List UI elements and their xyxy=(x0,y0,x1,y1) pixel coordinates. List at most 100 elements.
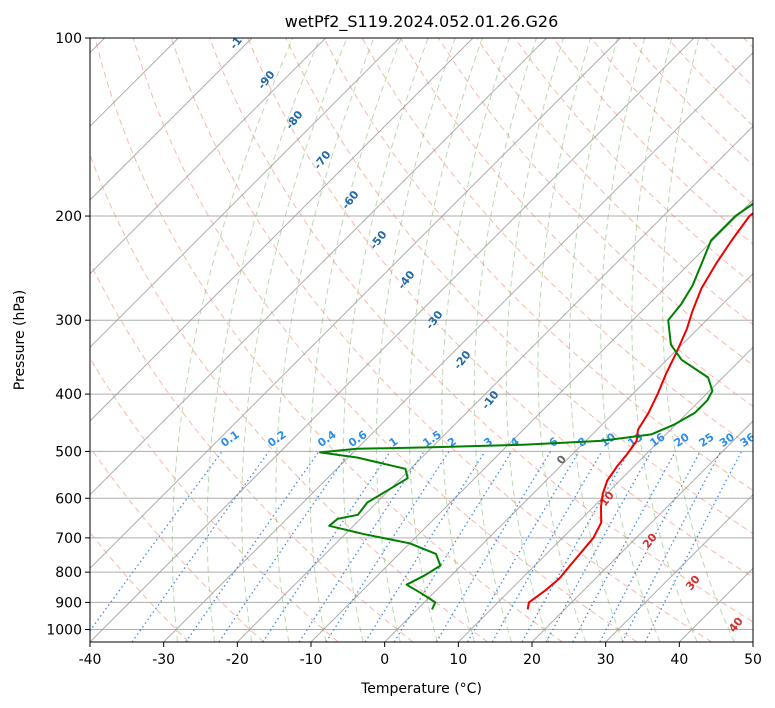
y-tick-label: 800 xyxy=(55,565,82,581)
y-tick-label: 300 xyxy=(55,313,82,329)
moist-adiabat-line xyxy=(275,38,375,642)
mixing-ratio-line xyxy=(298,451,425,642)
adiabat-label: 30 xyxy=(683,573,703,593)
dry-adiabat-line xyxy=(170,38,712,642)
dewpoint-line xyxy=(319,202,753,610)
x-tick-label: -30 xyxy=(152,652,175,668)
y-tick-label: 600 xyxy=(55,491,82,507)
plot-frame xyxy=(89,37,754,643)
y-axis-label: Pressure (hPa) xyxy=(12,290,28,390)
y-axis-ticks: 100 200 300 400 500 600 700 800 900 1000 xyxy=(46,31,90,638)
mixing-ratio-label: 25 xyxy=(696,430,716,449)
isotherm-line xyxy=(90,38,621,570)
moist-adiabat-line xyxy=(408,38,483,642)
mixing-ratio-line xyxy=(131,451,270,642)
mixing-ratio-label: 16 xyxy=(648,430,668,450)
mixing-ratio-line xyxy=(466,451,580,642)
dry-adiabat-line xyxy=(323,38,753,492)
x-tick-label: -40 xyxy=(79,652,102,668)
x-axis-label: Temperature (°C) xyxy=(360,681,482,697)
moist-adiabat-line xyxy=(309,38,402,642)
moist-adiabat-line xyxy=(473,38,537,642)
adiabat-label: -80 xyxy=(283,108,306,132)
dry-adiabat-line xyxy=(94,38,563,642)
mixing-ratio-label: 3 xyxy=(481,435,495,450)
moist-adiabat-line xyxy=(171,38,294,642)
adiabat-label: -10 xyxy=(479,388,502,412)
adiabat-label: 40 xyxy=(726,615,746,635)
dry-adiabat-line xyxy=(90,153,488,642)
y-tick-label: 1000 xyxy=(46,622,82,638)
y-tick-label: 900 xyxy=(55,595,82,611)
isotherm-line xyxy=(90,38,474,422)
dry-adiabat-line xyxy=(90,261,414,642)
isotherm-line xyxy=(90,38,253,201)
adiabat-label: -40 xyxy=(395,268,418,292)
adiabat-label: -100 xyxy=(227,22,254,52)
chart-title: wetPf2_S119.2024.052.01.26.G26 xyxy=(285,12,559,32)
y-tick-label: 500 xyxy=(55,444,82,460)
mixing-ratio-label: 4 xyxy=(508,435,522,450)
dry-adiabat-line xyxy=(476,38,753,326)
mixing-ratio-label: 0.6 xyxy=(346,428,370,450)
mixing-ratio-label: 0.4 xyxy=(315,428,339,450)
adiabat-label: 20 xyxy=(640,531,660,551)
moist-adiabat-line xyxy=(375,38,456,642)
sounding-lines xyxy=(319,202,753,610)
isotherm-line xyxy=(384,272,753,642)
isotherm-line xyxy=(90,38,400,349)
moist-adiabat-line xyxy=(241,38,348,642)
mixing-ratio-line xyxy=(393,451,513,642)
adiabat-label: 0 xyxy=(554,453,569,467)
dry-adiabat-line xyxy=(247,38,753,578)
isotherm-line xyxy=(310,199,753,642)
moist-adiabat-line xyxy=(662,38,735,642)
x-tick-label: 20 xyxy=(523,652,541,668)
mixing-ratio-line xyxy=(262,451,391,642)
isotherm-line xyxy=(752,641,753,642)
mixing-ratio-line xyxy=(218,451,351,642)
adiabat-label: -50 xyxy=(367,228,390,252)
moist-adiabat-line xyxy=(537,38,591,642)
x-tick-label: -10 xyxy=(300,652,323,668)
dry-adiabat-line xyxy=(209,38,753,623)
mixing-ratio-line xyxy=(90,451,223,632)
adiabat-label: -90 xyxy=(255,68,278,92)
moist-adiabat-line xyxy=(342,38,429,642)
dry-adiabat-line xyxy=(705,38,753,88)
isotherm-line xyxy=(90,38,695,642)
isotherm-line xyxy=(678,567,753,642)
isotherm-line xyxy=(163,51,753,642)
background-lines xyxy=(90,38,753,642)
x-tick-label: 30 xyxy=(597,652,615,668)
y-tick-label: 400 xyxy=(55,387,82,403)
x-tick-label: 0 xyxy=(380,652,389,668)
dry-adiabat-line xyxy=(90,531,190,642)
mixing-ratio-label: 30 xyxy=(717,430,737,450)
mixing-ratio-label: 13 xyxy=(625,430,645,449)
dry-adiabat-line xyxy=(90,357,339,642)
isotherm-line xyxy=(531,420,753,642)
moist-adiabat-line xyxy=(600,38,661,642)
y-tick-label: 700 xyxy=(55,531,82,547)
dry-adiabat-line xyxy=(90,446,264,642)
mixing-ratio-line xyxy=(545,451,652,642)
y-tick-label: 200 xyxy=(55,209,82,225)
adiabat-label: 10 xyxy=(597,489,617,509)
x-tick-label: 50 xyxy=(744,652,762,668)
x-tick-label: -20 xyxy=(226,652,249,668)
isotherm-line xyxy=(90,38,548,496)
plot-area: 0.1 0.2 0.4 0.6 1 1.5 2 3 4 6 8 10 13 16 20 25 30 36-100-… xyxy=(90,22,753,642)
moist-adiabat-line xyxy=(569,38,624,642)
mixing-ratio-line xyxy=(572,451,677,642)
mixing-ratio-label: 0.1 xyxy=(218,428,241,450)
mixing-ratio-line xyxy=(435,451,552,642)
mixing-ratio-line xyxy=(325,451,450,642)
x-tick-label: 10 xyxy=(449,652,467,668)
x-tick-label: 40 xyxy=(670,652,688,668)
dry-adiabat-line xyxy=(552,38,753,245)
moist-adiabat-line xyxy=(206,38,321,642)
mixing-ratio-line xyxy=(644,451,743,642)
x-axis-ticks: -40 -30 -20 -10 0 10 20 30 40 50 xyxy=(79,642,762,668)
